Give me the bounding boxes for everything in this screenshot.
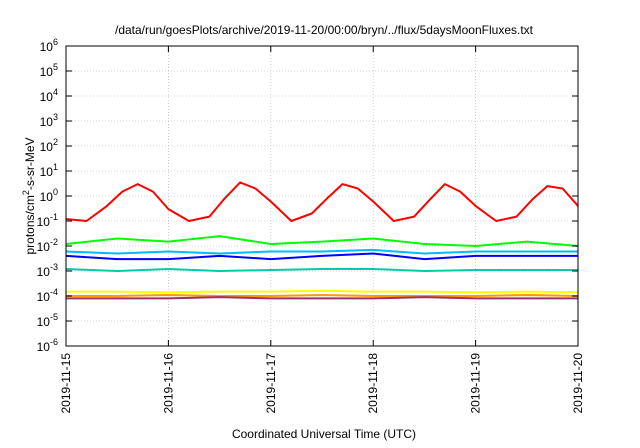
series-line-8 <box>66 296 578 300</box>
y-tick-label: 103 <box>40 112 58 129</box>
y-tick-label: 100 <box>40 187 58 204</box>
y-tick-label: 106 <box>40 37 58 54</box>
y-tick-label: 10-4 <box>37 287 58 304</box>
y-tick-label: 105 <box>40 62 58 79</box>
series-line-6 <box>66 289 579 294</box>
y-tick-label: 10-5 <box>37 312 58 329</box>
grid <box>66 46 578 346</box>
series-line-2 <box>65 235 579 247</box>
y-tick-base: 10 <box>37 215 51 229</box>
y-tick-base: 10 <box>40 115 54 129</box>
axis-ticks <box>65 45 579 347</box>
y-tick-exp: 0 <box>53 187 58 197</box>
x-tick-label: 2019-11-19 <box>469 353 483 414</box>
x-tick-label: 2019-11-16 <box>161 353 175 414</box>
y-tick-base: 10 <box>40 190 54 204</box>
y-tick-base: 10 <box>40 65 54 79</box>
y-tick-label: 10-6 <box>37 337 58 354</box>
y-tick-base: 10 <box>37 340 51 354</box>
y-tick-exp: -1 <box>50 212 58 222</box>
y-tick-label: 10-2 <box>37 237 58 254</box>
y-tick-exp: -6 <box>50 337 58 347</box>
x-tick-label: 2019-11-18 <box>366 353 380 414</box>
series-line-7 <box>66 294 579 297</box>
x-tick-labels: 2019-11-15 2019-11-16 2019-11-17 2019-11-18… <box>59 353 585 414</box>
y-tick-exp: -5 <box>50 312 58 322</box>
y-tick-labels: 10-610-510-410-310-210-11001011021031041… <box>37 37 58 354</box>
y-tick-base: 10 <box>37 290 51 304</box>
x-tick-label: 2019-11-15 <box>59 353 73 414</box>
y-tick-base: 10 <box>37 265 51 279</box>
series-line-3 <box>65 248 578 255</box>
y-tick-base: 10 <box>40 90 54 104</box>
chart-title: /data/run/goesPlots/archive/2019-11-20/0… <box>115 23 534 37</box>
series-line-5 <box>65 268 578 272</box>
y-tick-exp: -3 <box>50 262 58 272</box>
y-tick-base: 10 <box>37 240 51 254</box>
y-tick-base: 10 <box>40 40 54 54</box>
y-tick-exp: 3 <box>53 112 58 122</box>
y-tick-base: 10 <box>40 165 54 179</box>
series-line-1 <box>65 181 579 222</box>
y-tick-label: 101 <box>40 162 58 179</box>
y-tick-exp: 4 <box>53 87 58 97</box>
y-tick-exp: 6 <box>53 37 58 47</box>
y-tick-label: 104 <box>40 87 58 104</box>
x-tick-label: 2019-11-20 <box>571 353 585 414</box>
y-tick-exp: 5 <box>53 62 58 72</box>
y-tick-base: 10 <box>37 315 51 329</box>
y-axis-label-sup: 2 <box>21 190 31 195</box>
y-tick-base: 10 <box>40 140 54 154</box>
y-tick-exp: 2 <box>53 137 58 147</box>
y-tick-label: 10-1 <box>37 212 58 229</box>
y-axis-label-base: protons/cm <box>23 195 37 254</box>
y-tick-label: 102 <box>40 137 58 154</box>
y-axis-label: protons/cm2-s-sr-MeV <box>21 137 37 254</box>
y-tick-exp: 1 <box>53 162 58 172</box>
x-axis-label: Coordinated Universal Time (UTC) <box>232 427 416 441</box>
series-line-4 <box>65 252 578 261</box>
series-group <box>65 181 579 300</box>
y-axis-label-rest: -s-sr-MeV <box>23 137 37 190</box>
x-tick-label: 2019-11-17 <box>264 353 278 414</box>
y-tick-label: 10-3 <box>37 262 58 279</box>
y-tick-exp: -2 <box>50 237 58 247</box>
y-tick-exp: -4 <box>50 287 58 297</box>
